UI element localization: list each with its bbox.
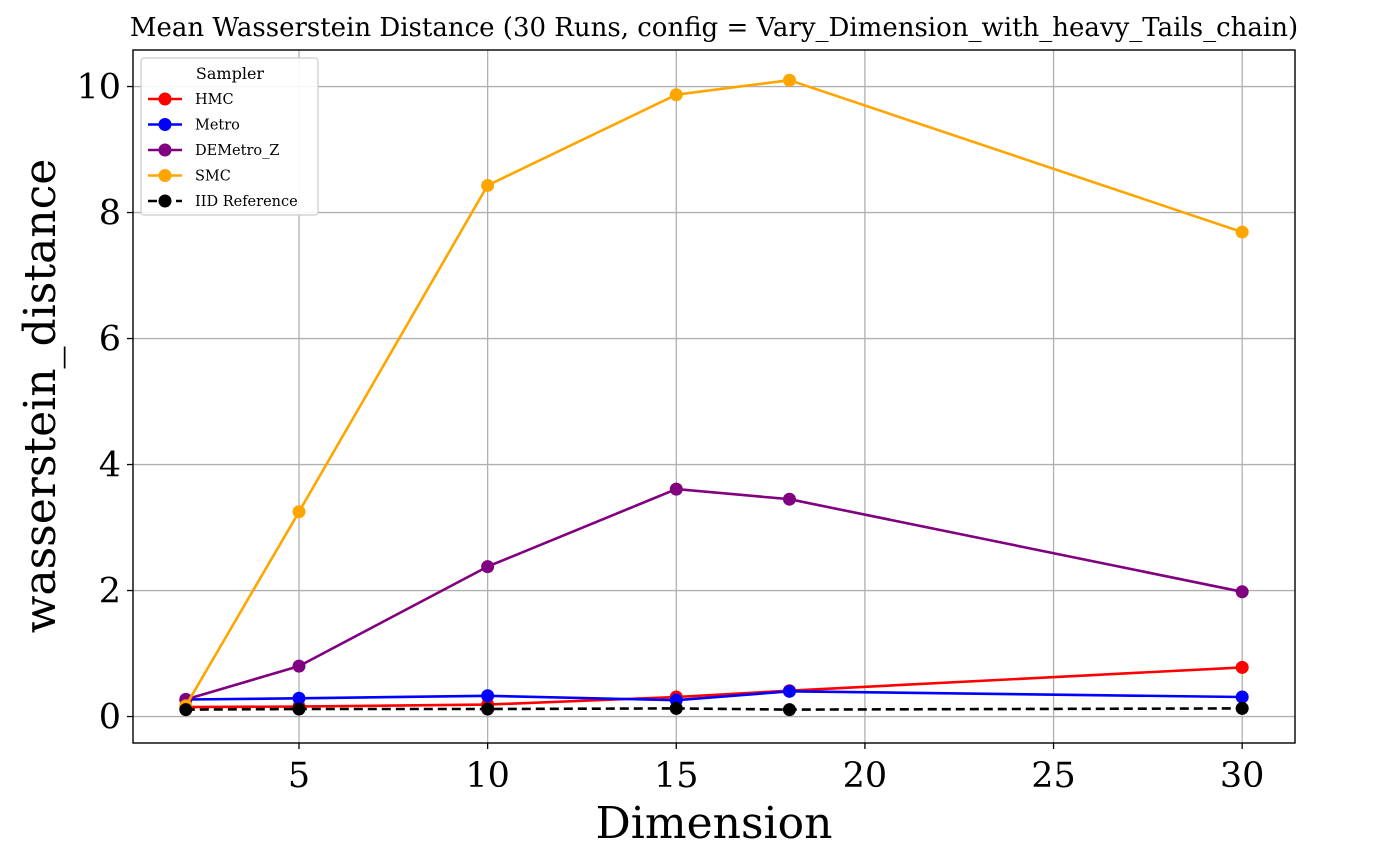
series-iid-reference (179, 701, 1249, 717)
y-tick-label: 8 (99, 194, 121, 234)
legend-label: HMC (195, 92, 234, 108)
y-tick-label: 4 (99, 446, 121, 486)
data-point (1235, 585, 1249, 599)
legend-marker (158, 169, 172, 182)
axis-ticks: 5 10 15 20 25 30 0 2 4 6 8 10 (76, 68, 1264, 796)
data-point (1235, 690, 1249, 704)
x-tick-label: 25 (1031, 756, 1076, 796)
chart-title: Mean Wasserstein Distance (30 Runs, conf… (130, 13, 1298, 43)
legend-label: SMC (195, 169, 231, 185)
data-point (782, 492, 796, 506)
data-point (782, 684, 796, 698)
data-point (292, 702, 306, 716)
x-tick-label: 15 (654, 756, 699, 796)
y-tick-label: 6 (99, 320, 121, 360)
data-point (292, 505, 306, 519)
y-axis-label: wasserstein_distance (15, 159, 66, 634)
series-line (185, 689, 1243, 702)
data-point (481, 178, 495, 192)
y-tick-label: 0 (99, 698, 121, 738)
data-point (481, 560, 495, 574)
x-axis-label: Dimension (596, 798, 833, 849)
data-point (292, 691, 306, 705)
series-line (184, 78, 1243, 707)
data-point (669, 482, 683, 496)
y-tick-label: 2 (99, 572, 121, 612)
data-point (782, 73, 796, 87)
legend-entry: SMC (148, 169, 231, 185)
data-point (782, 703, 796, 717)
legend-entry: DEMetro_Z (148, 143, 279, 159)
plot-frame (132, 49, 1296, 744)
legend-label: IID Reference (195, 194, 298, 210)
legend-marker (158, 194, 172, 208)
y-tick-label: 10 (76, 68, 121, 108)
legend-entry: IID Reference (148, 194, 298, 210)
legend-label: Metro (195, 118, 240, 134)
x-tick-label: 5 (288, 756, 310, 796)
data-point (1235, 660, 1249, 674)
x-tick-label: 10 (465, 756, 510, 796)
data-point (481, 702, 495, 716)
legend-marker (158, 118, 172, 131)
x-tick-label: 30 (1220, 756, 1265, 796)
data-point (669, 701, 683, 715)
legend-entry: Metro (148, 118, 240, 134)
legend-title: Sampler (196, 64, 265, 83)
data-point (481, 689, 495, 703)
legend-box (140, 57, 319, 216)
series-line (185, 666, 1243, 709)
legend-marker (158, 143, 172, 157)
x-tick-label: 20 (843, 756, 888, 796)
data-point (1235, 701, 1249, 715)
data-point (179, 703, 193, 717)
series-line (185, 487, 1243, 701)
legend: Sampler HMC Metro DEMetro_Z SMC IID Referenc… (140, 57, 319, 216)
series-demetro-z (179, 482, 1249, 707)
series-group (179, 73, 1249, 717)
data-point (292, 659, 306, 673)
legend-marker (158, 92, 172, 106)
series-line (185, 707, 1243, 711)
data-point (1235, 225, 1249, 239)
legend-label: DEMetro_Z (195, 143, 279, 159)
data-point (669, 88, 683, 102)
legend-entry: HMC (148, 92, 234, 108)
